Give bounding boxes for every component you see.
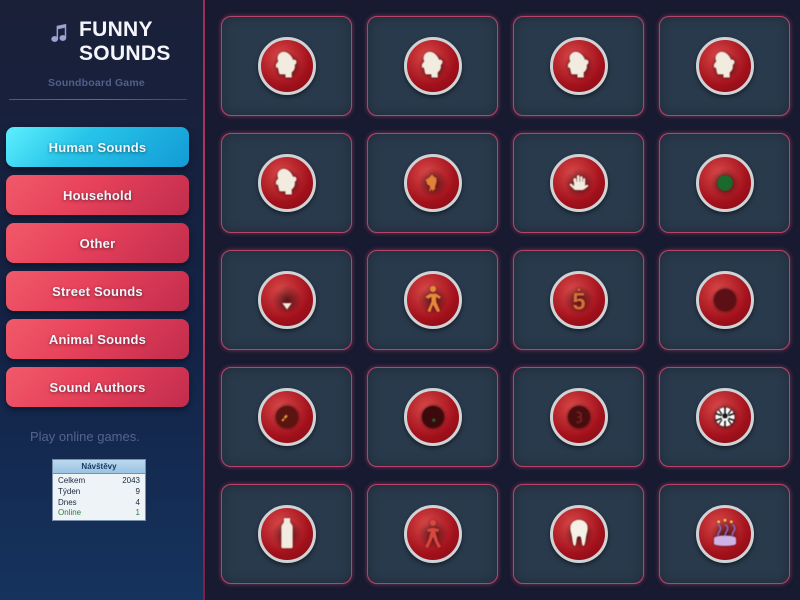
svg-text:5: 5 (572, 289, 585, 316)
